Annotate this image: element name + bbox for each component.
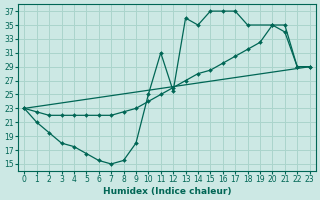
X-axis label: Humidex (Indice chaleur): Humidex (Indice chaleur) [103,187,231,196]
